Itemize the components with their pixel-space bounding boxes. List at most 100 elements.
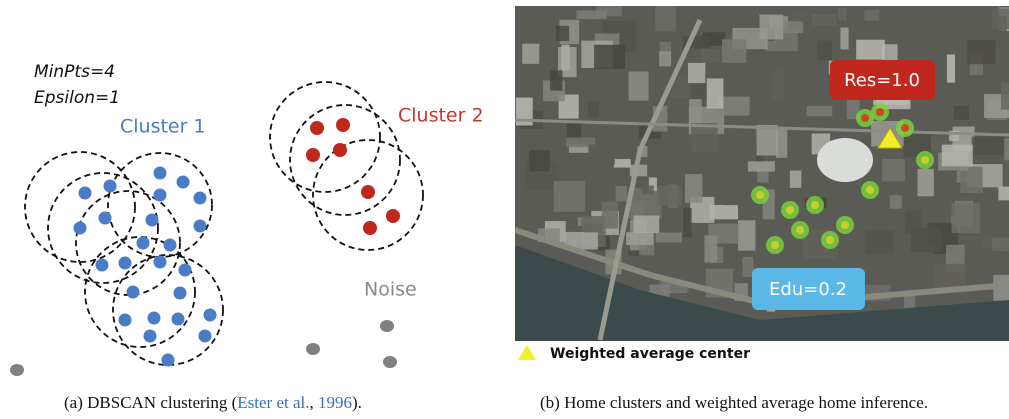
building [704,235,717,262]
building [685,174,703,203]
building [589,144,615,164]
building [782,21,803,33]
cluster-2-point [310,121,324,135]
cluster-1-point [144,330,157,343]
building [756,125,777,156]
building [634,216,660,234]
building [790,170,801,187]
panel-a: MinPts=4 Epsilon=1 Cluster 1 Cluster 2 N… [10,62,484,412]
heat-core [771,241,779,249]
cluster-1-point [194,192,207,205]
building [918,169,934,196]
epsilon-circles [25,82,423,365]
cluster-1-point [179,264,192,277]
building [584,224,602,232]
building [659,51,671,66]
cluster-1-point [137,237,150,250]
heat-core [921,156,929,164]
building [626,232,653,245]
panel-b: Res=1.0 Edu=0.2 Weighted average center … [515,6,1009,412]
cluster-1-point [79,187,92,200]
building [890,195,902,208]
cluster-label: Cluster 1 [120,116,206,138]
heat-core [811,201,819,209]
param-text: Epsilon=1 [34,88,120,108]
building [556,26,569,41]
legend-marker [518,345,536,360]
building [952,203,980,233]
cluster-2-point [336,118,350,132]
figure-svg: MinPts=4 Epsilon=1 Cluster 1 Cluster 2 N… [0,0,1009,419]
building [911,227,941,252]
building [942,145,973,167]
building [683,208,692,237]
caption-text: , [310,393,319,412]
edu-label: Edu=0.2 [769,279,847,300]
heat-core [876,108,884,116]
caption: (b) Home clusters and weighted average h… [540,393,928,412]
noise-label: Noise [364,279,417,301]
citation[interactable]: Ester et al. [237,393,309,412]
building [522,44,539,64]
cluster-1-point [162,354,175,367]
building [967,40,995,64]
building [840,28,848,50]
heat-core [866,186,874,194]
cluster-1-point [127,286,140,299]
cluster-2-point [386,209,400,223]
building [972,136,1004,155]
heat-core [756,191,764,199]
building [688,63,705,83]
cluster-1-point [194,220,207,233]
building [748,161,775,171]
building [655,6,676,31]
citation[interactable]: 1996 [318,393,352,412]
building [642,186,654,195]
cluster-1-point [99,212,112,225]
epsilon-circle [25,152,135,262]
cluster-1-point [154,167,167,180]
stadium [817,138,873,182]
building [1001,83,1009,110]
caption-text: (a) DBSCAN clustering ( [64,393,238,412]
heat-core [861,114,869,122]
building [707,78,724,108]
building [773,71,784,100]
caption: (a) DBSCAN clustering (Ester et al., 199… [64,393,362,412]
building [947,54,955,82]
building [588,101,599,117]
building [702,49,720,63]
cluster-label: Cluster 2 [398,105,484,127]
building [992,238,1009,251]
building [856,40,885,60]
res-label: Res=1.0 [844,70,920,91]
heat-core [786,206,794,214]
caption-text: ). [352,393,362,412]
building [742,257,753,277]
heat-core [796,226,804,234]
building [812,14,837,25]
building [864,10,879,21]
cluster-1-point [119,257,132,270]
building [616,186,627,201]
building [960,167,982,193]
cluster-2-point [333,143,347,157]
noise-point [380,320,394,332]
legend-text: Weighted average center [550,346,750,362]
cluster-1-point [96,259,109,272]
building [629,72,649,101]
cluster-2-point [306,148,320,162]
building [722,39,746,62]
building [554,181,586,212]
cluster-1-point [177,176,190,189]
building [656,233,682,243]
building [550,70,562,90]
building [576,10,606,19]
cluster-1-point [74,222,87,235]
building [838,8,847,20]
noise-point [10,364,24,376]
heat-core [826,236,834,244]
building [954,106,969,120]
noise-point [306,343,320,355]
building [998,187,1009,201]
